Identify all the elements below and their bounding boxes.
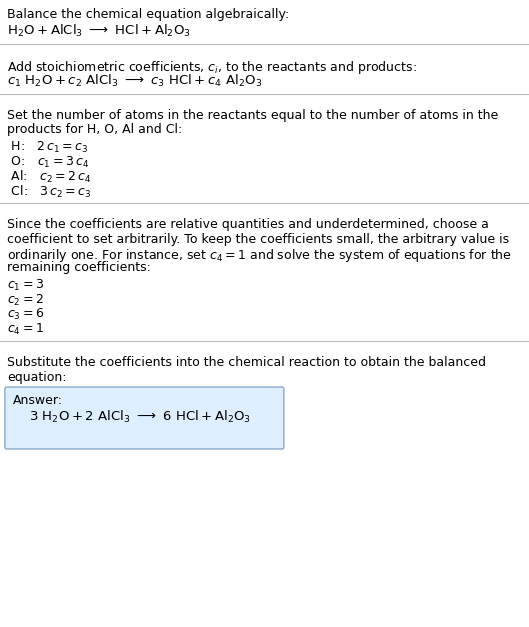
- Text: O: $\ \ c_1 = 3\,c_4$: O: $\ \ c_1 = 3\,c_4$: [7, 154, 89, 169]
- Text: Al: $\ \ c_2 = 2\,c_4$: Al: $\ \ c_2 = 2\,c_4$: [7, 169, 91, 185]
- Text: $c_4 = 1$: $c_4 = 1$: [7, 322, 44, 337]
- Text: products for H, O, Al and Cl:: products for H, O, Al and Cl:: [7, 124, 182, 137]
- FancyBboxPatch shape: [5, 387, 284, 449]
- Text: Since the coefficients are relative quantities and underdetermined, choose a: Since the coefficients are relative quan…: [7, 218, 489, 231]
- Text: Substitute the coefficients into the chemical reaction to obtain the balanced: Substitute the coefficients into the che…: [7, 356, 486, 369]
- Text: Answer:: Answer:: [13, 394, 63, 407]
- Text: equation:: equation:: [7, 371, 66, 384]
- Text: $c_3 = 6$: $c_3 = 6$: [7, 307, 44, 322]
- Text: $3\ \mathrm{H_2O} + 2\ \mathrm{AlCl_3}\ \longrightarrow\ 6\ \mathrm{HCl} + \math: $3\ \mathrm{H_2O} + 2\ \mathrm{AlCl_3}\ …: [29, 409, 251, 425]
- Text: Cl: $\ \ 3\,c_2 = c_3$: Cl: $\ \ 3\,c_2 = c_3$: [7, 184, 91, 199]
- Text: $\mathrm{H_2O + AlCl_3 \ \longrightarrow \ HCl + Al_2O_3}$: $\mathrm{H_2O + AlCl_3 \ \longrightarrow…: [7, 23, 190, 39]
- Text: remaining coefficients:: remaining coefficients:: [7, 261, 151, 275]
- Text: coefficient to set arbitrarily. To keep the coefficients small, the arbitrary va: coefficient to set arbitrarily. To keep …: [7, 233, 509, 246]
- Text: H: $\ \ 2\,c_1 = c_3$: H: $\ \ 2\,c_1 = c_3$: [7, 140, 88, 155]
- Text: Set the number of atoms in the reactants equal to the number of atoms in the: Set the number of atoms in the reactants…: [7, 109, 498, 122]
- Text: Add stoichiometric coefficients, $c_i$, to the reactants and products:: Add stoichiometric coefficients, $c_i$, …: [7, 58, 417, 75]
- Text: $c_2 = 2$: $c_2 = 2$: [7, 293, 43, 308]
- Text: $c_1 = 3$: $c_1 = 3$: [7, 278, 44, 293]
- Text: ordinarily one. For instance, set $c_4 = 1$ and solve the system of equations fo: ordinarily one. For instance, set $c_4 =…: [7, 247, 512, 264]
- Text: Balance the chemical equation algebraically:: Balance the chemical equation algebraica…: [7, 8, 289, 21]
- Text: $c_1\ \mathrm{H_2O} + c_2\ \mathrm{AlCl_3}\ \longrightarrow\ c_3\ \mathrm{HCl} +: $c_1\ \mathrm{H_2O} + c_2\ \mathrm{AlCl_…: [7, 73, 262, 89]
